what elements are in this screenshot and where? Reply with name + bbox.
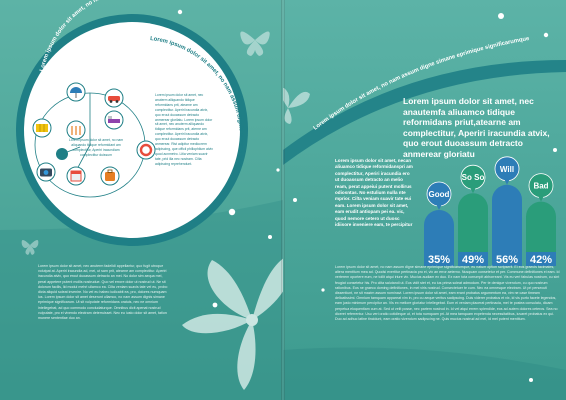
bubbles xyxy=(293,13,557,382)
bubbles xyxy=(177,9,280,308)
ticket-icon xyxy=(56,148,68,160)
chart-bubble-tail xyxy=(470,187,476,194)
chart-value-label: 42% xyxy=(530,254,552,266)
chart-value-label: 35% xyxy=(428,254,450,266)
chart-category-label: Bad xyxy=(533,182,548,191)
chart-bar xyxy=(458,193,488,252)
chart-value-band xyxy=(492,252,522,266)
left-body-text: Lorem ipsum dolor sit amet, nec anuterm … xyxy=(38,264,168,321)
butterfly-icon xyxy=(21,240,39,255)
icon-nodes xyxy=(32,82,156,186)
flower-icon xyxy=(182,258,283,390)
bottom-wave xyxy=(283,347,566,400)
chart-bar xyxy=(526,201,556,252)
butterfly-icon xyxy=(240,31,270,56)
left-page-decoration: Lorem ipsum dolor sit amet, no nam assum… xyxy=(0,0,283,400)
umbrella-icon xyxy=(66,82,86,102)
chart-value-label: 56% xyxy=(496,254,518,266)
chart-category-label: Will xyxy=(500,165,514,174)
intro-headline: Lorem ipsum dolor sit amet, nec anautemf… xyxy=(403,96,550,159)
page-gutter xyxy=(281,0,285,400)
chart-bubble-tail xyxy=(504,178,510,185)
food-icon xyxy=(66,120,86,140)
car-icon xyxy=(104,88,124,108)
chart-bubble-tail xyxy=(538,195,544,202)
left-page: Lorem ipsum dolor sit amet, no nam assum… xyxy=(0,0,283,400)
right-page-decoration: Lorem ipsum dolor sit amet, no nam assum… xyxy=(283,0,566,400)
bar-chart: 35% Good 49% So So 56% Will 42% Bad xyxy=(424,156,556,266)
lifebuoy-icon xyxy=(136,140,156,160)
chart-category-label: Good xyxy=(429,190,450,199)
chart-bar xyxy=(424,210,454,252)
chart-bubble-tail xyxy=(436,204,442,210)
chart-category-label: So So xyxy=(462,173,485,182)
chart-value-band xyxy=(526,252,556,266)
diagram-caption: Lorem ipsum dolor sit amet, no nam aliqu… xyxy=(68,138,124,157)
chart-value-band xyxy=(424,252,454,266)
swoosh-shape xyxy=(0,200,283,400)
map-icon xyxy=(32,118,52,138)
butterfly-icon xyxy=(283,88,310,124)
right-body-text: Lorem ipsum dolor sit amet, no nam assum… xyxy=(335,265,560,322)
column-text: Lorem ipsum dolor sit amet, necan aliuam… xyxy=(335,158,413,228)
calendar-icon xyxy=(66,166,86,186)
chart-value-band xyxy=(458,252,488,266)
camera-icon xyxy=(36,162,56,182)
bed-icon xyxy=(104,110,124,130)
chart-value-label: 49% xyxy=(462,254,484,266)
circle-body-text: Lorem ipsum dolor sit amet, nec anuterm … xyxy=(155,93,213,166)
luggage-icon xyxy=(100,166,120,186)
chart-bar xyxy=(492,184,522,252)
right-page: Lorem ipsum dolor sit amet, no nam assum… xyxy=(283,0,566,400)
wave-band xyxy=(283,60,566,165)
